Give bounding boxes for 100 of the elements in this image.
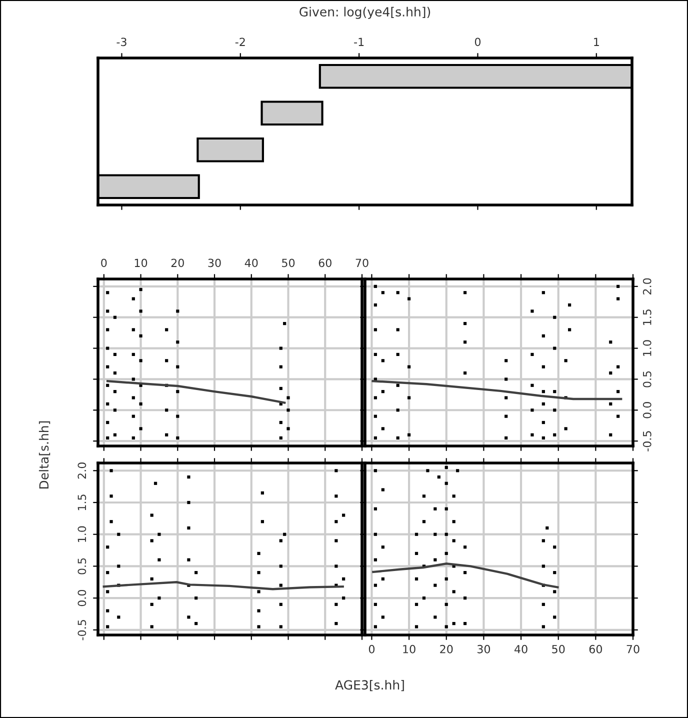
point: [132, 436, 135, 440]
point: [132, 414, 135, 418]
point: [463, 622, 467, 626]
x-tick-label: 30: [477, 644, 490, 654]
point: [187, 616, 190, 619]
point: [283, 322, 286, 326]
x-tick-label: 30: [208, 258, 221, 268]
x-tick-label: 10: [403, 644, 416, 654]
point: [334, 494, 338, 498]
point: [334, 469, 338, 472]
point: [106, 346, 110, 350]
point: [279, 584, 282, 587]
point: [381, 577, 384, 580]
point: [139, 288, 142, 292]
x-tick-label: 0: [101, 258, 107, 268]
point: [279, 539, 282, 542]
y-tick-label: -0.5: [78, 620, 86, 640]
point: [139, 427, 142, 430]
y-axis-title: Delta[s.hh]: [38, 421, 50, 488]
point: [106, 590, 110, 594]
point: [381, 488, 384, 492]
point: [374, 584, 378, 587]
point: [279, 386, 282, 390]
point: [452, 494, 456, 498]
point: [414, 602, 418, 606]
point: [279, 346, 282, 350]
point: [106, 291, 110, 294]
x-tick-label: 40: [244, 258, 258, 268]
point: [106, 328, 110, 332]
x-tick-label: 70: [356, 258, 368, 268]
point: [542, 625, 545, 628]
point: [106, 546, 110, 549]
point: [374, 602, 378, 606]
point: [283, 532, 286, 536]
y-tick-label: 0.5: [78, 558, 86, 574]
point: [444, 552, 448, 556]
x-tick-label: 0: [368, 644, 375, 654]
point: [139, 334, 142, 338]
point: [187, 475, 190, 479]
point: [132, 396, 135, 400]
point: [187, 558, 190, 562]
point: [334, 564, 338, 568]
point: [334, 539, 338, 542]
point: [553, 616, 556, 619]
point: [463, 571, 467, 574]
point: [452, 590, 456, 594]
point: [113, 390, 117, 394]
point: [194, 571, 198, 574]
point: [334, 520, 338, 524]
point: [553, 571, 556, 574]
point: [374, 532, 378, 536]
y-tick-label: 1.5: [78, 494, 86, 510]
x-tick-label: 10: [134, 258, 148, 268]
point: [422, 596, 426, 600]
point: [194, 622, 198, 626]
point: [132, 297, 135, 300]
x-tick-label: -3: [116, 38, 126, 46]
x-tick-label: 1: [594, 38, 599, 46]
point: [434, 558, 437, 562]
point: [165, 433, 168, 436]
point: [176, 340, 180, 344]
point: [176, 365, 180, 368]
point: [452, 622, 456, 626]
point: [342, 514, 346, 517]
point: [542, 602, 545, 606]
point: [139, 402, 142, 406]
point: [176, 390, 180, 394]
x-tick-label: 20: [440, 644, 453, 654]
point: [414, 625, 418, 628]
point: [422, 520, 426, 524]
point: [452, 539, 456, 542]
x-tick-label: 60: [318, 258, 332, 268]
x-tick-label: 40: [514, 644, 528, 654]
point: [437, 475, 440, 479]
point: [279, 436, 282, 440]
point: [342, 596, 346, 600]
point: [110, 520, 113, 524]
point: [187, 500, 190, 504]
point: [286, 408, 290, 412]
chart-title: Given: log(ye4[s.hh]): [300, 6, 430, 19]
point: [444, 532, 448, 536]
point: [381, 616, 384, 619]
point: [158, 596, 161, 600]
point: [113, 316, 117, 319]
point: [165, 408, 168, 412]
point: [113, 352, 117, 356]
point: [106, 571, 110, 574]
x-tick-label: 60: [589, 644, 602, 654]
point: [286, 427, 290, 430]
point: [444, 602, 448, 606]
point: [342, 577, 346, 580]
point: [257, 625, 260, 628]
point: [456, 469, 460, 472]
point: [150, 625, 154, 628]
point: [154, 482, 158, 485]
point: [279, 625, 282, 628]
point: [422, 494, 426, 498]
point: [106, 402, 110, 406]
point: [452, 520, 456, 524]
point: [106, 420, 110, 424]
